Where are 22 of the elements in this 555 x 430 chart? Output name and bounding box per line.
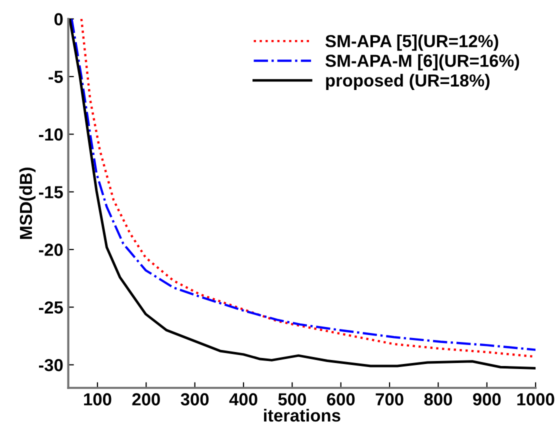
y-tick-label: 0: [54, 13, 63, 26]
x-tick-label: 700: [376, 393, 404, 406]
x-tick-label: 300: [180, 393, 209, 406]
y-axis-title: MSD(dB): [19, 168, 36, 239]
x-tick-label: 200: [132, 393, 160, 406]
y-tick-label: -10: [38, 128, 63, 141]
y-tick-label: -25: [38, 301, 63, 314]
legend-label: SM-APA [5](UR=12%): [325, 34, 498, 51]
x-tick-label: 800: [424, 393, 452, 406]
x-tick-label: 400: [229, 393, 258, 406]
y-tick-label: -30: [38, 358, 63, 372]
x-axis-title: iterations: [264, 408, 340, 422]
x-tick-label: 1000: [517, 393, 554, 406]
x-tick-label: 600: [327, 393, 355, 406]
y-tick-label: -5: [48, 70, 63, 84]
y-tick-label: -20: [38, 244, 63, 256]
legend-label: proposed (UR=18%): [326, 74, 490, 90]
x-tick-label: 100: [84, 393, 112, 406]
x-tick-label: 500: [278, 393, 306, 406]
y-tick-label: -15: [38, 186, 63, 198]
legend-label: SM-APA-M [6](UR=16%): [325, 54, 520, 70]
x-tick-label: 900: [473, 393, 501, 406]
